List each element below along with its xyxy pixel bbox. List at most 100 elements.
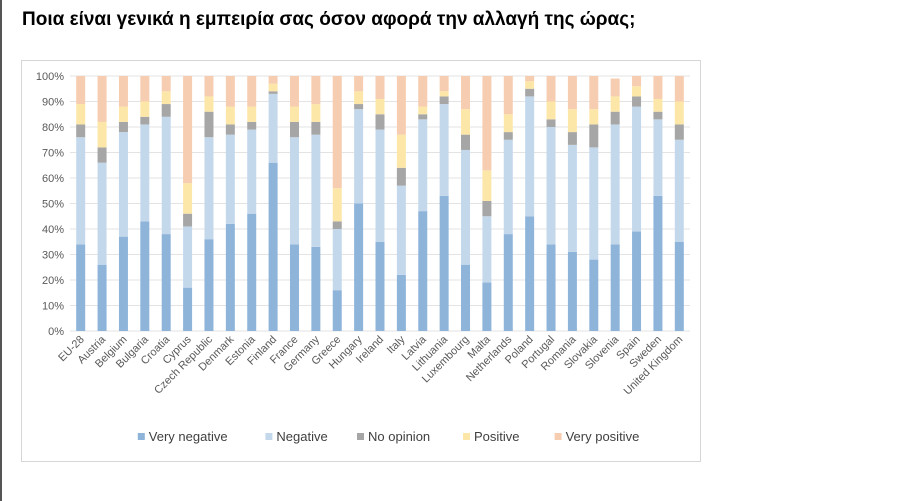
x-axis: EU-28AustriaBelgiumBulgariaCroatiaCyprus… — [56, 333, 685, 397]
bar-segment-negative — [567, 144, 577, 252]
bar-segment-no-opinion — [118, 121, 128, 133]
bar-segment-no-opinion — [76, 124, 86, 138]
bar-segment-positive — [354, 91, 364, 105]
bar-segment-very-positive — [332, 76, 342, 189]
bar-segment-very-negative — [482, 282, 492, 331]
bar-segment-very-negative — [375, 241, 385, 331]
bar-segment-very-positive — [674, 76, 684, 102]
bar-segment-very-negative — [332, 290, 342, 331]
bar-segment-very-positive — [204, 76, 214, 97]
bar-segment-negative — [439, 104, 449, 196]
bar-segment-negative — [140, 124, 150, 222]
bar-segment-negative — [396, 185, 406, 275]
y-tick-label: 0% — [48, 326, 64, 338]
bar-segment-very-positive — [439, 76, 449, 92]
legend-label: Very negative — [149, 429, 228, 444]
bar-segment-very-positive — [225, 76, 235, 107]
bar-segment-very-negative — [632, 231, 642, 331]
legend-label: No opinion — [368, 429, 430, 444]
bar-segment-very-negative — [461, 264, 471, 331]
bar-segment-negative — [289, 137, 299, 245]
bar-segment-very-positive — [354, 76, 364, 92]
bar-segment-very-positive — [268, 76, 278, 84]
bar-segment-very-positive — [653, 76, 663, 99]
bar-segment-very-negative — [161, 234, 171, 331]
bar-segment-very-negative — [225, 223, 235, 331]
bar-segment-negative — [375, 129, 385, 242]
bar-segment-negative — [354, 109, 364, 204]
bar-segment-very-positive — [632, 76, 642, 87]
bar-segment-no-opinion — [674, 124, 684, 140]
bar-segment-positive — [375, 98, 385, 115]
left-border-line — [0, 0, 2, 501]
bar-segment-no-opinion — [161, 104, 171, 117]
bar-segment-no-opinion — [589, 124, 599, 148]
bar-segment-negative — [482, 216, 492, 283]
bar-segment-positive — [311, 104, 321, 122]
bar-segment-very-negative — [653, 195, 663, 331]
legend-label: Positive — [474, 429, 520, 444]
legend-swatch — [463, 433, 470, 440]
bar-segment-negative — [247, 129, 257, 214]
bar-segment-very-positive — [396, 76, 406, 135]
bar-segment-positive — [289, 106, 299, 122]
bar-segment-positive — [461, 109, 471, 135]
bar-segment-positive — [118, 106, 128, 122]
bar-segment-very-negative — [268, 162, 278, 331]
bar-segment-negative — [311, 134, 321, 247]
bar-segment-very-positive — [589, 76, 599, 110]
bar-segment-no-opinion — [268, 91, 278, 94]
bar-segment-no-opinion — [354, 104, 364, 110]
bar-segment-no-opinion — [546, 119, 556, 127]
bar-segment-negative — [461, 149, 471, 265]
bar-segment-positive — [225, 106, 235, 125]
legend-swatch — [265, 433, 273, 440]
bar-segment-positive — [439, 91, 449, 97]
bar-segment-no-opinion — [567, 132, 577, 145]
bar-segment-negative — [161, 116, 171, 235]
bar-segment-negative — [674, 139, 684, 242]
legend-label: Very positive — [566, 429, 640, 444]
bar-segment-negative — [653, 119, 663, 196]
bar-segment-negative — [589, 147, 599, 260]
bar-segment-very-negative — [247, 213, 257, 331]
bar-segment-no-opinion — [247, 121, 257, 130]
legend-item-very-negative: Very negative — [137, 429, 228, 444]
bar-segment-no-opinion — [375, 114, 385, 130]
page-title: Ποια είναι γενικά η εμπειρία σας όσον αφ… — [22, 9, 636, 30]
bar-segment-very-positive — [289, 76, 299, 107]
bar-segment-positive — [567, 109, 577, 133]
bar-segment-very-negative — [546, 244, 556, 331]
bar-segment-positive — [140, 101, 150, 117]
bar-segment-very-negative — [289, 244, 299, 331]
legend-label: Negative — [276, 429, 327, 444]
bar-segment-positive — [332, 188, 342, 222]
bar-segment-no-opinion — [289, 121, 299, 138]
bar-segment-very-negative — [76, 244, 86, 331]
bar-segment-positive — [396, 134, 406, 168]
legend-swatch — [357, 433, 364, 440]
bar-segment-negative — [225, 134, 235, 224]
bar-segment-positive — [247, 106, 257, 122]
bar-segment-very-negative — [567, 251, 577, 331]
y-tick-label: 50% — [42, 199, 64, 211]
legend-item-negative: Negative — [265, 429, 328, 444]
bar-segment-positive — [674, 101, 684, 125]
bar-segment-negative — [610, 124, 620, 245]
bar-segment-very-negative — [589, 259, 599, 331]
bar-segment-no-opinion — [610, 111, 620, 125]
bar-segment-positive — [503, 114, 513, 133]
bar-segment-negative — [268, 93, 278, 163]
bar-segment-very-negative — [183, 287, 193, 331]
bar-segment-very-positive — [140, 76, 150, 102]
stacked-bar-chart: 0% 10% 20% 30% 40% 50% 60% 70% 80% 90% 100% EU-28A… — [36, 71, 690, 444]
bar-segment-positive — [76, 104, 86, 125]
bar-segment-positive — [546, 101, 556, 120]
bar-segment-positive — [525, 81, 535, 89]
legend-item-no-opinion: No opinion — [357, 429, 430, 444]
bar-segment-negative — [332, 229, 342, 291]
bar-segment-negative — [97, 162, 107, 265]
legend-item-positive: Positive — [463, 429, 520, 444]
bar-segment-negative — [632, 106, 642, 232]
bar-segment-very-positive — [461, 76, 471, 110]
